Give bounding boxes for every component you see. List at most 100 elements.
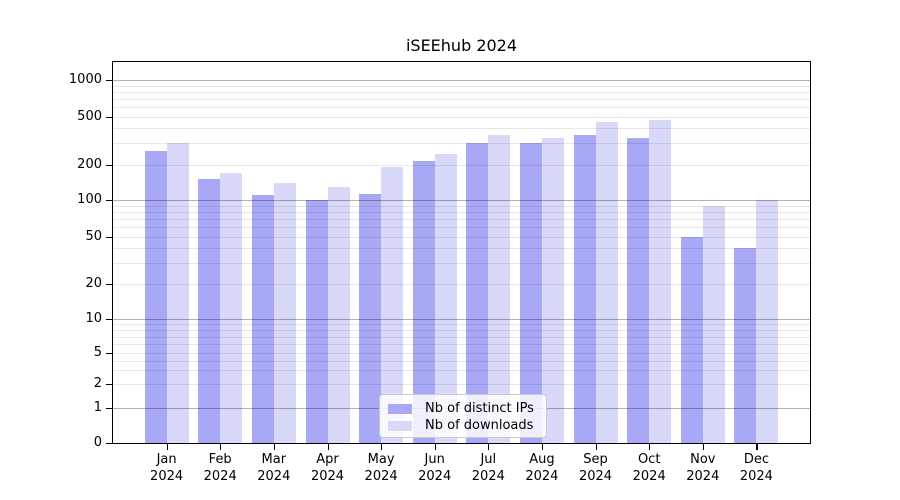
gridline-2 <box>113 384 810 385</box>
x-tick-label-aug: Aug 2024 <box>525 452 559 484</box>
bar-downloads-sep <box>595 122 618 443</box>
bar-downloads-jun <box>434 153 457 443</box>
x-tick-may <box>381 444 383 450</box>
bar-distinct-ips-dec <box>734 248 757 443</box>
bar-distinct-ips-mar <box>251 195 274 443</box>
y-tick-label-100: 100 <box>77 192 102 207</box>
x-tick-feb <box>220 444 222 450</box>
bar-distinct-ips-may <box>359 194 382 443</box>
bar-distinct-ips-oct <box>627 138 650 443</box>
y-tick-5 <box>106 353 113 355</box>
y-tick-100 <box>106 200 113 202</box>
bar-distinct-ips-jun <box>412 160 435 443</box>
bar-distinct-ips-jan <box>144 150 167 443</box>
y-tick-label-1000: 1000 <box>68 72 102 87</box>
bar-downloads-oct <box>649 119 672 443</box>
y-tick-200 <box>106 164 113 166</box>
y-tick-1 <box>106 408 113 410</box>
x-tick-nov <box>702 444 704 450</box>
bar-distinct-ips-sep <box>573 135 596 443</box>
y-tick-500 <box>106 116 113 118</box>
chart-title: iSEEhub 2024 <box>405 36 518 55</box>
bar-distinct-ips-nov <box>680 237 703 443</box>
gridline-90 <box>113 205 810 207</box>
y-tick-50 <box>106 237 113 239</box>
gridline-400 <box>113 128 810 130</box>
bar-downloads-mar <box>273 182 296 443</box>
legend-label: Nb of downloads <box>425 418 534 433</box>
gridline-1000 <box>113 80 810 81</box>
x-tick-label-may: May 2024 <box>364 452 398 484</box>
bar-downloads-aug <box>541 138 564 443</box>
y-tick-1000 <box>106 80 113 82</box>
gridline-8 <box>113 329 810 331</box>
x-tick-label-apr: Apr 2024 <box>310 452 345 484</box>
x-tick-label-mar: Mar 2024 <box>257 452 291 484</box>
x-tick-label-jun: Jun 2024 <box>418 452 452 484</box>
gridline-800 <box>113 91 810 93</box>
gridline-7 <box>113 336 810 338</box>
y-tick-label-200: 200 <box>77 156 102 172</box>
legend-swatch-downloads <box>388 420 412 431</box>
bar-downloads-may <box>381 167 404 443</box>
x-tick-apr <box>327 444 329 450</box>
gridline-9 <box>113 324 810 326</box>
gridline-80 <box>113 211 810 213</box>
x-tick-jan <box>166 444 168 450</box>
x-tick-label-sep: Sep 2024 <box>578 452 613 484</box>
bar-downloads-apr <box>327 186 350 443</box>
gridlines-layer <box>113 62 810 443</box>
gridline-5 <box>113 353 810 354</box>
gridline-100 <box>113 200 810 201</box>
bar-distinct-ips-aug <box>519 143 542 443</box>
y-tick-label-1: 1 <box>93 400 102 415</box>
y-tick-label-20: 20 <box>85 276 102 291</box>
gridline-300 <box>113 143 810 145</box>
x-tick-aug <box>541 444 544 450</box>
x-tick-label-dec: Dec 2024 <box>739 452 773 484</box>
y-tick-label-50: 50 <box>85 229 102 244</box>
gridline-3 <box>113 370 810 372</box>
gridline-700 <box>113 98 810 100</box>
gridline-30 <box>113 263 810 265</box>
y-tick-label-0: 0 <box>93 435 102 450</box>
x-tick-label-jan: Jan 2024 <box>150 452 184 484</box>
x-tick-oct <box>649 444 651 450</box>
x-tick-dec <box>756 444 758 450</box>
legend: Nb of distinct IPs Nb of downloads <box>379 394 547 438</box>
x-tick-jul <box>488 444 490 450</box>
bar-distinct-ips-apr <box>305 200 328 443</box>
x-tick-jun <box>434 444 436 450</box>
y-tick-label-5: 5 <box>93 345 102 360</box>
gridline-600 <box>113 106 810 108</box>
x-tick-label-feb: Feb 2024 <box>203 452 237 484</box>
legend-label: Nb of distinct IPs <box>425 401 534 416</box>
x-tick-label-nov: Nov 2024 <box>686 452 720 484</box>
bars-layer <box>113 62 810 443</box>
y-tick-label-2: 2 <box>93 376 102 391</box>
y-tick-label-10: 10 <box>85 311 102 326</box>
gridline-200 <box>113 164 810 166</box>
legend-swatch-distinct-ips <box>388 403 412 414</box>
y-tick-0 <box>106 443 113 445</box>
bar-downloads-nov <box>702 205 725 443</box>
legend-item-downloads: Nb of downloads <box>388 417 546 434</box>
gridline-900 <box>113 85 810 87</box>
bar-distinct-ips-feb <box>198 179 221 443</box>
gridline-20 <box>113 284 810 285</box>
bar-downloads-dec <box>756 200 779 443</box>
gridline-4 <box>113 360 810 362</box>
x-tick-mar <box>273 444 275 450</box>
legend-item-distinct-ips: Nb of distinct IPs <box>388 400 546 417</box>
y-tick-20 <box>106 284 113 286</box>
gridline-500 <box>113 116 810 118</box>
gridline-10 <box>113 319 810 320</box>
y-tick-10 <box>106 319 113 321</box>
gridline-50 <box>113 237 810 238</box>
x-tick-label-jul: Jul 2024 <box>471 452 505 484</box>
gridline-6 <box>113 344 810 346</box>
y-tick-2 <box>106 384 113 386</box>
bar-downloads-jan <box>166 143 189 443</box>
x-tick-sep <box>595 444 597 450</box>
